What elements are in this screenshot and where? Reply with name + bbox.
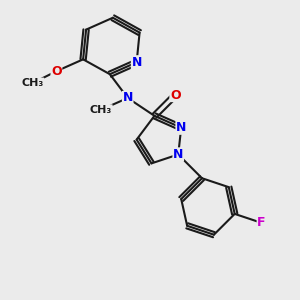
Text: F: F (257, 216, 266, 229)
Text: N: N (176, 121, 186, 134)
Text: O: O (170, 88, 181, 101)
Text: N: N (122, 92, 133, 104)
Text: N: N (131, 56, 142, 69)
Text: O: O (51, 65, 62, 78)
Text: CH₃: CH₃ (22, 78, 44, 88)
Text: N: N (173, 148, 183, 161)
Text: CH₃: CH₃ (90, 105, 112, 115)
